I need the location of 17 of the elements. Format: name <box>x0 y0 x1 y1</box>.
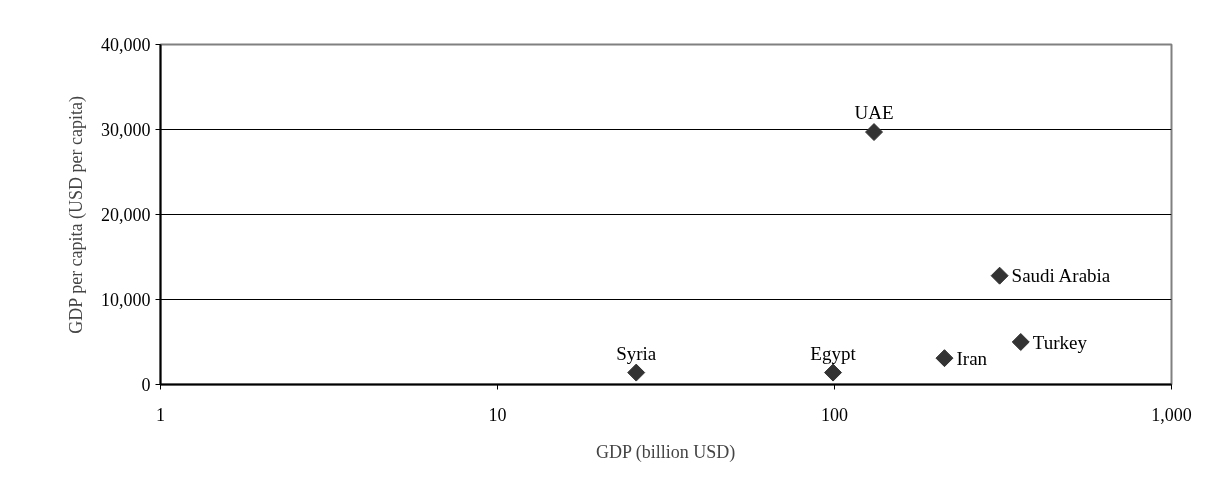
x-axis-title: GDP (billion USD) <box>596 441 736 463</box>
y-tick-label: 20,000 <box>101 205 151 225</box>
x-tick-label: 100 <box>821 404 848 425</box>
annotation: Turkey <box>1032 331 1088 353</box>
annotation: Egypt <box>810 342 857 364</box>
y-tick-label: 30,000 <box>101 120 151 140</box>
annotation: Saudi Arabia <box>1011 265 1111 287</box>
y-tick-label: 0 <box>141 375 151 395</box>
y-axis-title: GDP per capita (USD per capita) <box>66 95 87 334</box>
annotation: UAE <box>854 102 894 124</box>
x-tick-label: 1 <box>156 404 165 425</box>
y-tick-label: 10,000 <box>101 290 151 310</box>
annotation: Iran <box>956 347 988 369</box>
y-tick-label: 40,000 <box>101 35 151 55</box>
x-tick-label: 1,000 <box>1151 404 1192 425</box>
x-tick-label: 10 <box>488 404 507 425</box>
annotation: Syria <box>616 342 657 364</box>
